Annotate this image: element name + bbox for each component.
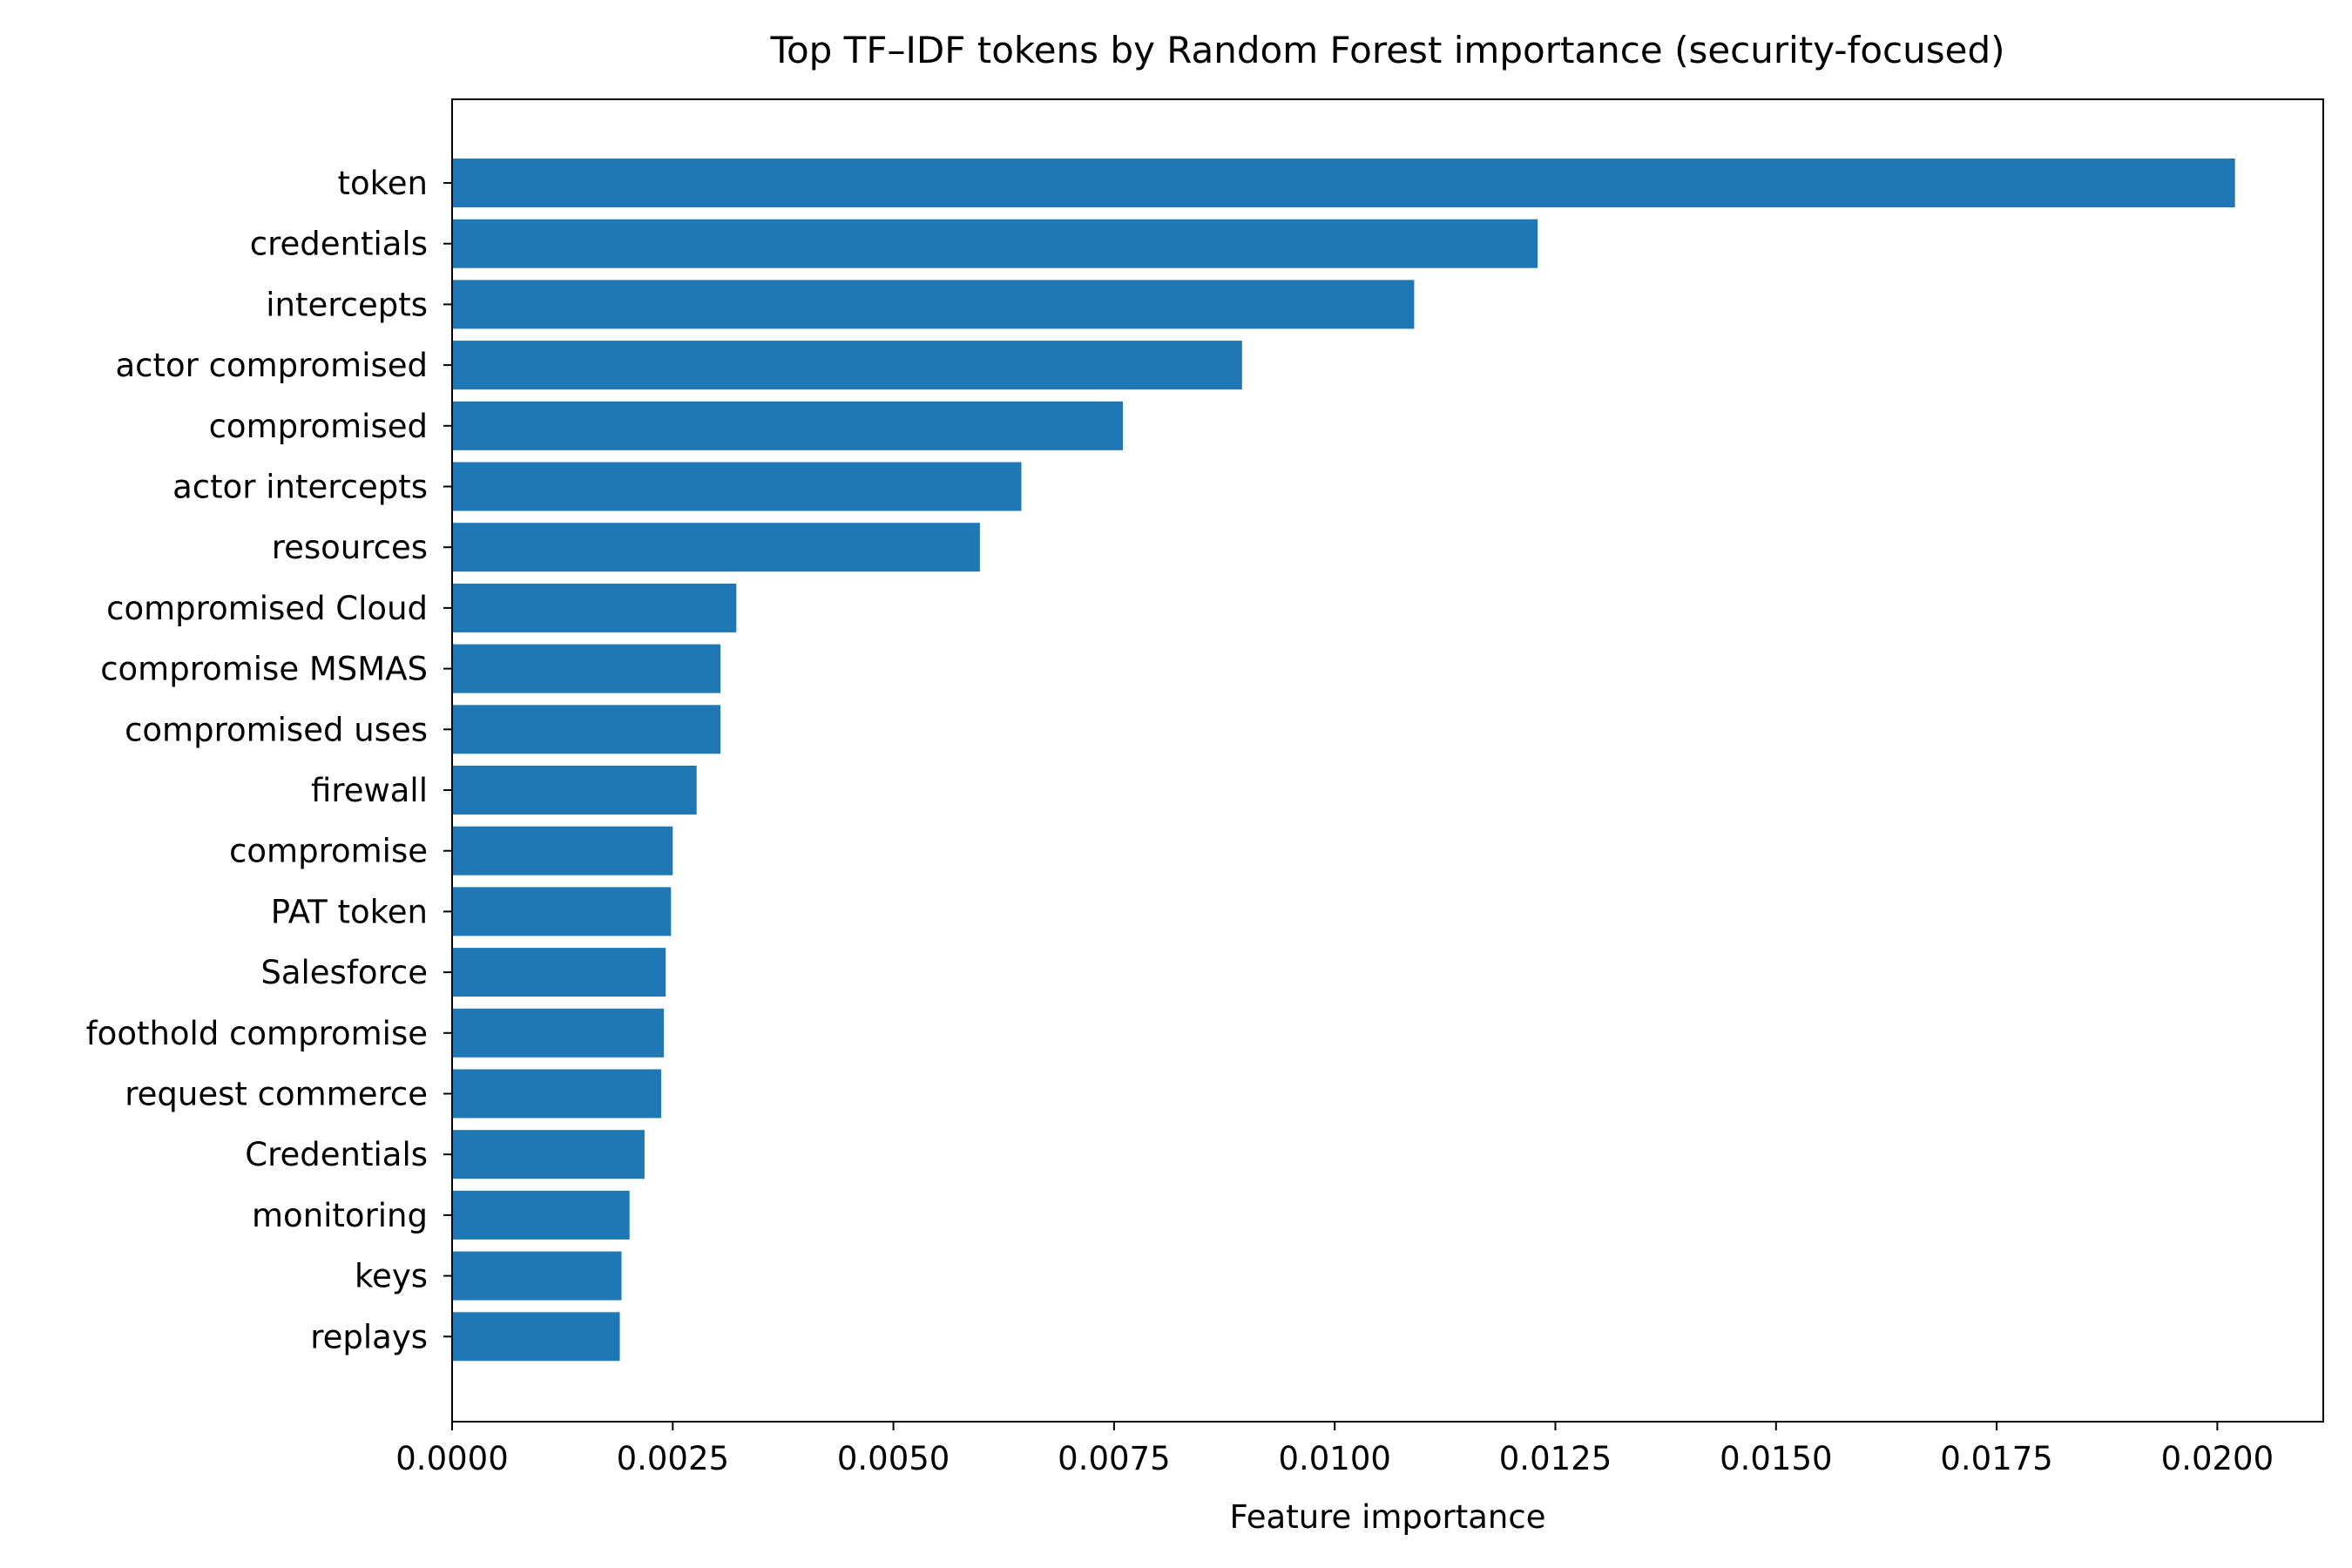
bar-keys (452, 1251, 622, 1301)
bar-credentials (452, 1130, 645, 1179)
y-tick-label: PAT token (271, 893, 428, 930)
bar-resources (452, 523, 980, 572)
bar-compromise-msmas (452, 644, 720, 693)
y-tick-label: credentials (250, 226, 428, 263)
x-tick-label: 0.0200 (2161, 1440, 2274, 1477)
x-axis-label: Feature importance (1230, 1498, 1546, 1536)
x-tick-label: 0.0150 (1720, 1440, 1832, 1477)
x-axis-ticks: 0.0000 0.0025 0.0050 0.0075 0.0100 0.0125 0.01… (395, 1422, 2274, 1477)
y-tick-label: intercepts (266, 286, 428, 323)
x-tick-label: 0.0100 (1278, 1440, 1390, 1477)
y-tick-label: request commerce (125, 1076, 428, 1113)
bar-salesforce (452, 948, 666, 997)
bar-compromise (452, 826, 673, 875)
y-tick-label: compromise MSMAS (100, 651, 428, 688)
bar-replays (452, 1312, 620, 1362)
bars-layer (452, 159, 2235, 1362)
y-tick-label: actor compromised (115, 347, 428, 384)
x-tick-label: 0.0125 (1499, 1440, 1612, 1477)
chart-title: Top TF–IDF tokens by Random Forest impor… (769, 29, 2004, 71)
bar-request-commerce (452, 1069, 662, 1119)
bar-monitoring (452, 1190, 630, 1240)
bar-token (452, 159, 2235, 207)
y-tick-label: firewall (311, 772, 428, 809)
y-tick-label: monitoring (252, 1197, 428, 1234)
bar-actor-compromised (452, 341, 1242, 390)
x-tick-label: 0.0025 (617, 1440, 729, 1477)
y-tick-label: token (338, 165, 428, 202)
bar-firewall (452, 766, 697, 814)
bar-compromised-uses (452, 705, 720, 754)
y-tick-label: Salesforce (260, 954, 428, 991)
y-tick-label: actor intercepts (172, 469, 428, 506)
bar-compromised-cloud (452, 583, 737, 632)
bar-pat-token (452, 887, 672, 936)
y-tick-label: compromise (229, 833, 428, 870)
y-tick-label: compromised uses (125, 711, 428, 748)
x-tick-label: 0.0175 (1940, 1440, 2052, 1477)
y-tick-label: keys (355, 1258, 428, 1295)
bar-compromised (452, 401, 1123, 450)
y-tick-label: foothold compromise (86, 1015, 428, 1052)
plot-area-frame (451, 98, 2324, 1423)
x-tick-label: 0.0075 (1058, 1440, 1170, 1477)
bar-credentials (452, 219, 1538, 268)
x-tick-label: 0.0050 (837, 1440, 950, 1477)
bar-actor-intercepts (452, 462, 1022, 511)
y-axis-ticks: token credentials intercepts actor compromi… (86, 165, 452, 1355)
bar-foothold-compromise (452, 1008, 665, 1058)
y-tick-label: Credentials (245, 1136, 428, 1173)
y-tick-label: replays (310, 1318, 428, 1355)
bar-intercepts (452, 280, 1415, 329)
x-tick-label: 0.0000 (395, 1440, 508, 1477)
y-tick-label: compromised Cloud (106, 590, 428, 627)
y-tick-label: compromised (209, 408, 428, 445)
y-tick-label: resources (272, 529, 428, 566)
